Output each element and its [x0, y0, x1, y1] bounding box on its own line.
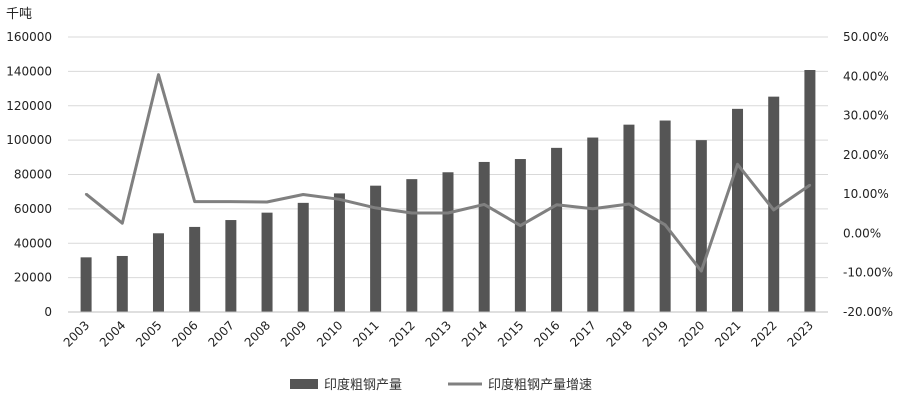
bar — [152, 233, 164, 312]
bar — [297, 202, 309, 312]
line-point — [84, 192, 88, 196]
bar — [695, 140, 707, 312]
y-right-tick-label: 10.00% — [843, 187, 889, 201]
y-right-tick-label: 40.00% — [843, 69, 889, 83]
x-tick-label: 2003 — [61, 318, 92, 349]
x-tick-label: 2022 — [748, 318, 779, 349]
line-point — [121, 222, 124, 225]
bar — [804, 70, 816, 312]
bar-series — [80, 70, 816, 312]
x-tick-label: 2018 — [604, 318, 635, 349]
bar — [768, 96, 780, 312]
bar — [406, 179, 418, 312]
x-tick-label: 2016 — [531, 318, 562, 349]
x-tick-label: 2021 — [712, 318, 743, 349]
x-tick-label: 2012 — [386, 318, 417, 349]
y-left-tick-label: 140000 — [6, 64, 52, 78]
x-tick-label: 2013 — [423, 318, 454, 349]
line-point — [229, 200, 233, 203]
bar — [225, 220, 237, 312]
x-tick-label: 2005 — [133, 318, 164, 349]
line-point — [808, 183, 812, 187]
y-right-tick-label: -20.00% — [843, 305, 893, 319]
bar — [514, 159, 526, 312]
y-left-tick-label: 0 — [44, 305, 52, 319]
x-tick-label: 2006 — [169, 318, 200, 349]
x-tick-label: 2011 — [350, 318, 381, 349]
line-point — [772, 208, 775, 212]
line-point — [157, 73, 160, 76]
y-left-unit-label: 千吨 — [6, 7, 32, 22]
line-point — [591, 207, 594, 210]
line-point — [736, 163, 739, 166]
bar — [189, 226, 201, 312]
x-tick-label: 2014 — [459, 318, 490, 349]
line-point — [193, 200, 196, 203]
y-left-tick-label: 20000 — [14, 271, 52, 285]
x-tick-label: 2007 — [205, 318, 236, 349]
line-point — [519, 224, 522, 227]
legend-line-label: 印度粗钢产量增速 — [488, 377, 592, 393]
line-series — [84, 73, 812, 273]
bar — [623, 124, 635, 312]
y-right-tick-label: 50.00% — [843, 30, 889, 44]
line-point — [410, 211, 414, 215]
y-left-tick-label: 60000 — [14, 202, 52, 216]
bar — [116, 255, 128, 312]
x-tick-label: 2019 — [640, 318, 671, 349]
y-left-tick-label: 160000 — [6, 30, 52, 44]
bar — [442, 172, 454, 312]
bar — [551, 147, 563, 312]
bar — [732, 108, 744, 312]
bar — [333, 193, 345, 312]
y-left-tick-label: 120000 — [6, 99, 52, 113]
y-left-tick-label: 80000 — [14, 168, 52, 182]
x-tick-label: 2004 — [97, 318, 128, 349]
x-tick-label: 2009 — [278, 318, 309, 349]
x-tick-label: 2020 — [676, 318, 707, 349]
bar — [261, 212, 273, 312]
x-tick-label: 2023 — [785, 318, 816, 349]
x-tick-label: 2017 — [567, 318, 598, 349]
line-point — [302, 193, 305, 196]
bar — [80, 257, 92, 312]
line-point — [627, 202, 631, 206]
line-point — [482, 203, 486, 206]
y-left-tick-label: 40000 — [14, 236, 52, 250]
legend-bar-swatch — [290, 379, 318, 389]
y-right-tick-label: 30.00% — [843, 109, 889, 123]
bar — [659, 120, 671, 312]
legend-bar-label: 印度粗钢产量 — [324, 377, 402, 393]
line-point — [663, 223, 667, 226]
line-point — [700, 269, 703, 273]
x-tick-label: 2010 — [314, 318, 345, 349]
y-right-tick-label: -10.00% — [843, 266, 893, 280]
bar — [478, 161, 490, 312]
x-tick-label: 2008 — [242, 318, 273, 349]
line-point — [555, 203, 558, 206]
line-point — [446, 211, 450, 215]
line-point — [338, 198, 341, 201]
line-point — [374, 206, 377, 210]
bar — [587, 137, 599, 312]
x-tick-label: 2015 — [495, 318, 526, 349]
legend: 印度粗钢产量 印度粗钢产量增速 — [290, 377, 592, 393]
bar — [370, 185, 382, 312]
y-right-tick-label: 20.00% — [843, 148, 889, 162]
line-point — [265, 200, 269, 204]
y-right-tick-label: 0.00% — [843, 226, 881, 240]
y-left-tick-label: 100000 — [6, 133, 52, 147]
